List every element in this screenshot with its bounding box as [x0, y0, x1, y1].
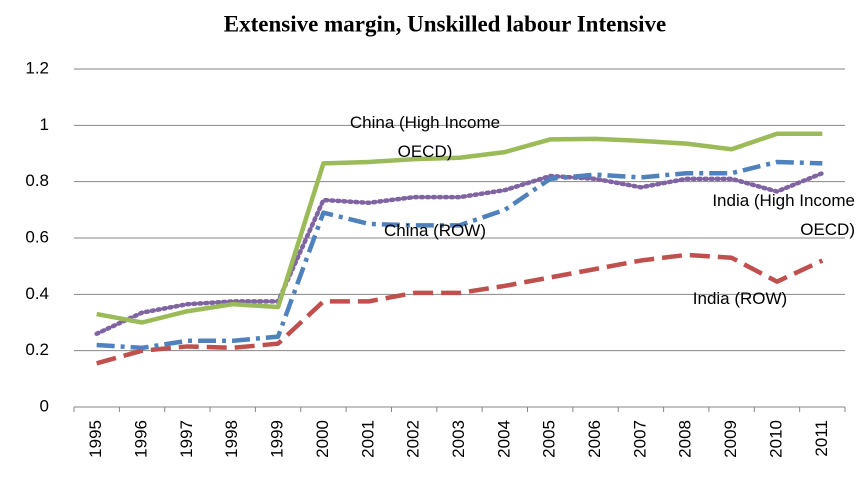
series-label: India (High Income OECD) [712, 191, 855, 239]
series-label: India (ROW) [692, 289, 788, 308]
x-tick-label: 2001 [358, 420, 377, 458]
x-tick-label: 1996 [132, 420, 151, 458]
series-label: China (High Income OECD) [349, 113, 501, 161]
x-tick-label: 2005 [540, 420, 559, 458]
series-line [96, 131, 823, 325]
x-tick-label: 2011 [812, 420, 831, 457]
y-tick-label: 0.4 [25, 284, 49, 303]
x-tick-label: 1999 [268, 420, 287, 458]
y-tick-label: 1 [40, 115, 49, 134]
x-tick-label: 1997 [177, 420, 196, 458]
x-tick-label: 2010 [766, 420, 785, 458]
y-tick-label: 0.6 [25, 227, 49, 246]
x-tick-label: 2007 [630, 420, 649, 458]
x-tick-label: 2002 [404, 420, 423, 458]
y-tick-label: 0 [40, 396, 49, 415]
x-tick-label: 1995 [86, 420, 105, 458]
series-line [96, 252, 824, 366]
chart-title: Extensive margin, Unskilled labour Inten… [224, 11, 666, 36]
series-line [96, 159, 823, 351]
x-tick-label: 2006 [585, 420, 604, 458]
y-tick-label: 0.8 [25, 171, 49, 190]
x-tick-label: 2008 [676, 420, 695, 458]
y-tick-label: 0.2 [25, 340, 49, 359]
x-tick-label: 2004 [494, 420, 513, 458]
series-line [94, 170, 825, 337]
y-tick-label: 1.2 [25, 58, 49, 77]
x-tick-label: 1998 [222, 420, 241, 458]
x-tick-label: 2000 [313, 420, 332, 458]
series-label: China (ROW) [383, 221, 486, 240]
x-tick-label: 2009 [721, 420, 740, 458]
x-tick-label: 2003 [449, 420, 468, 458]
